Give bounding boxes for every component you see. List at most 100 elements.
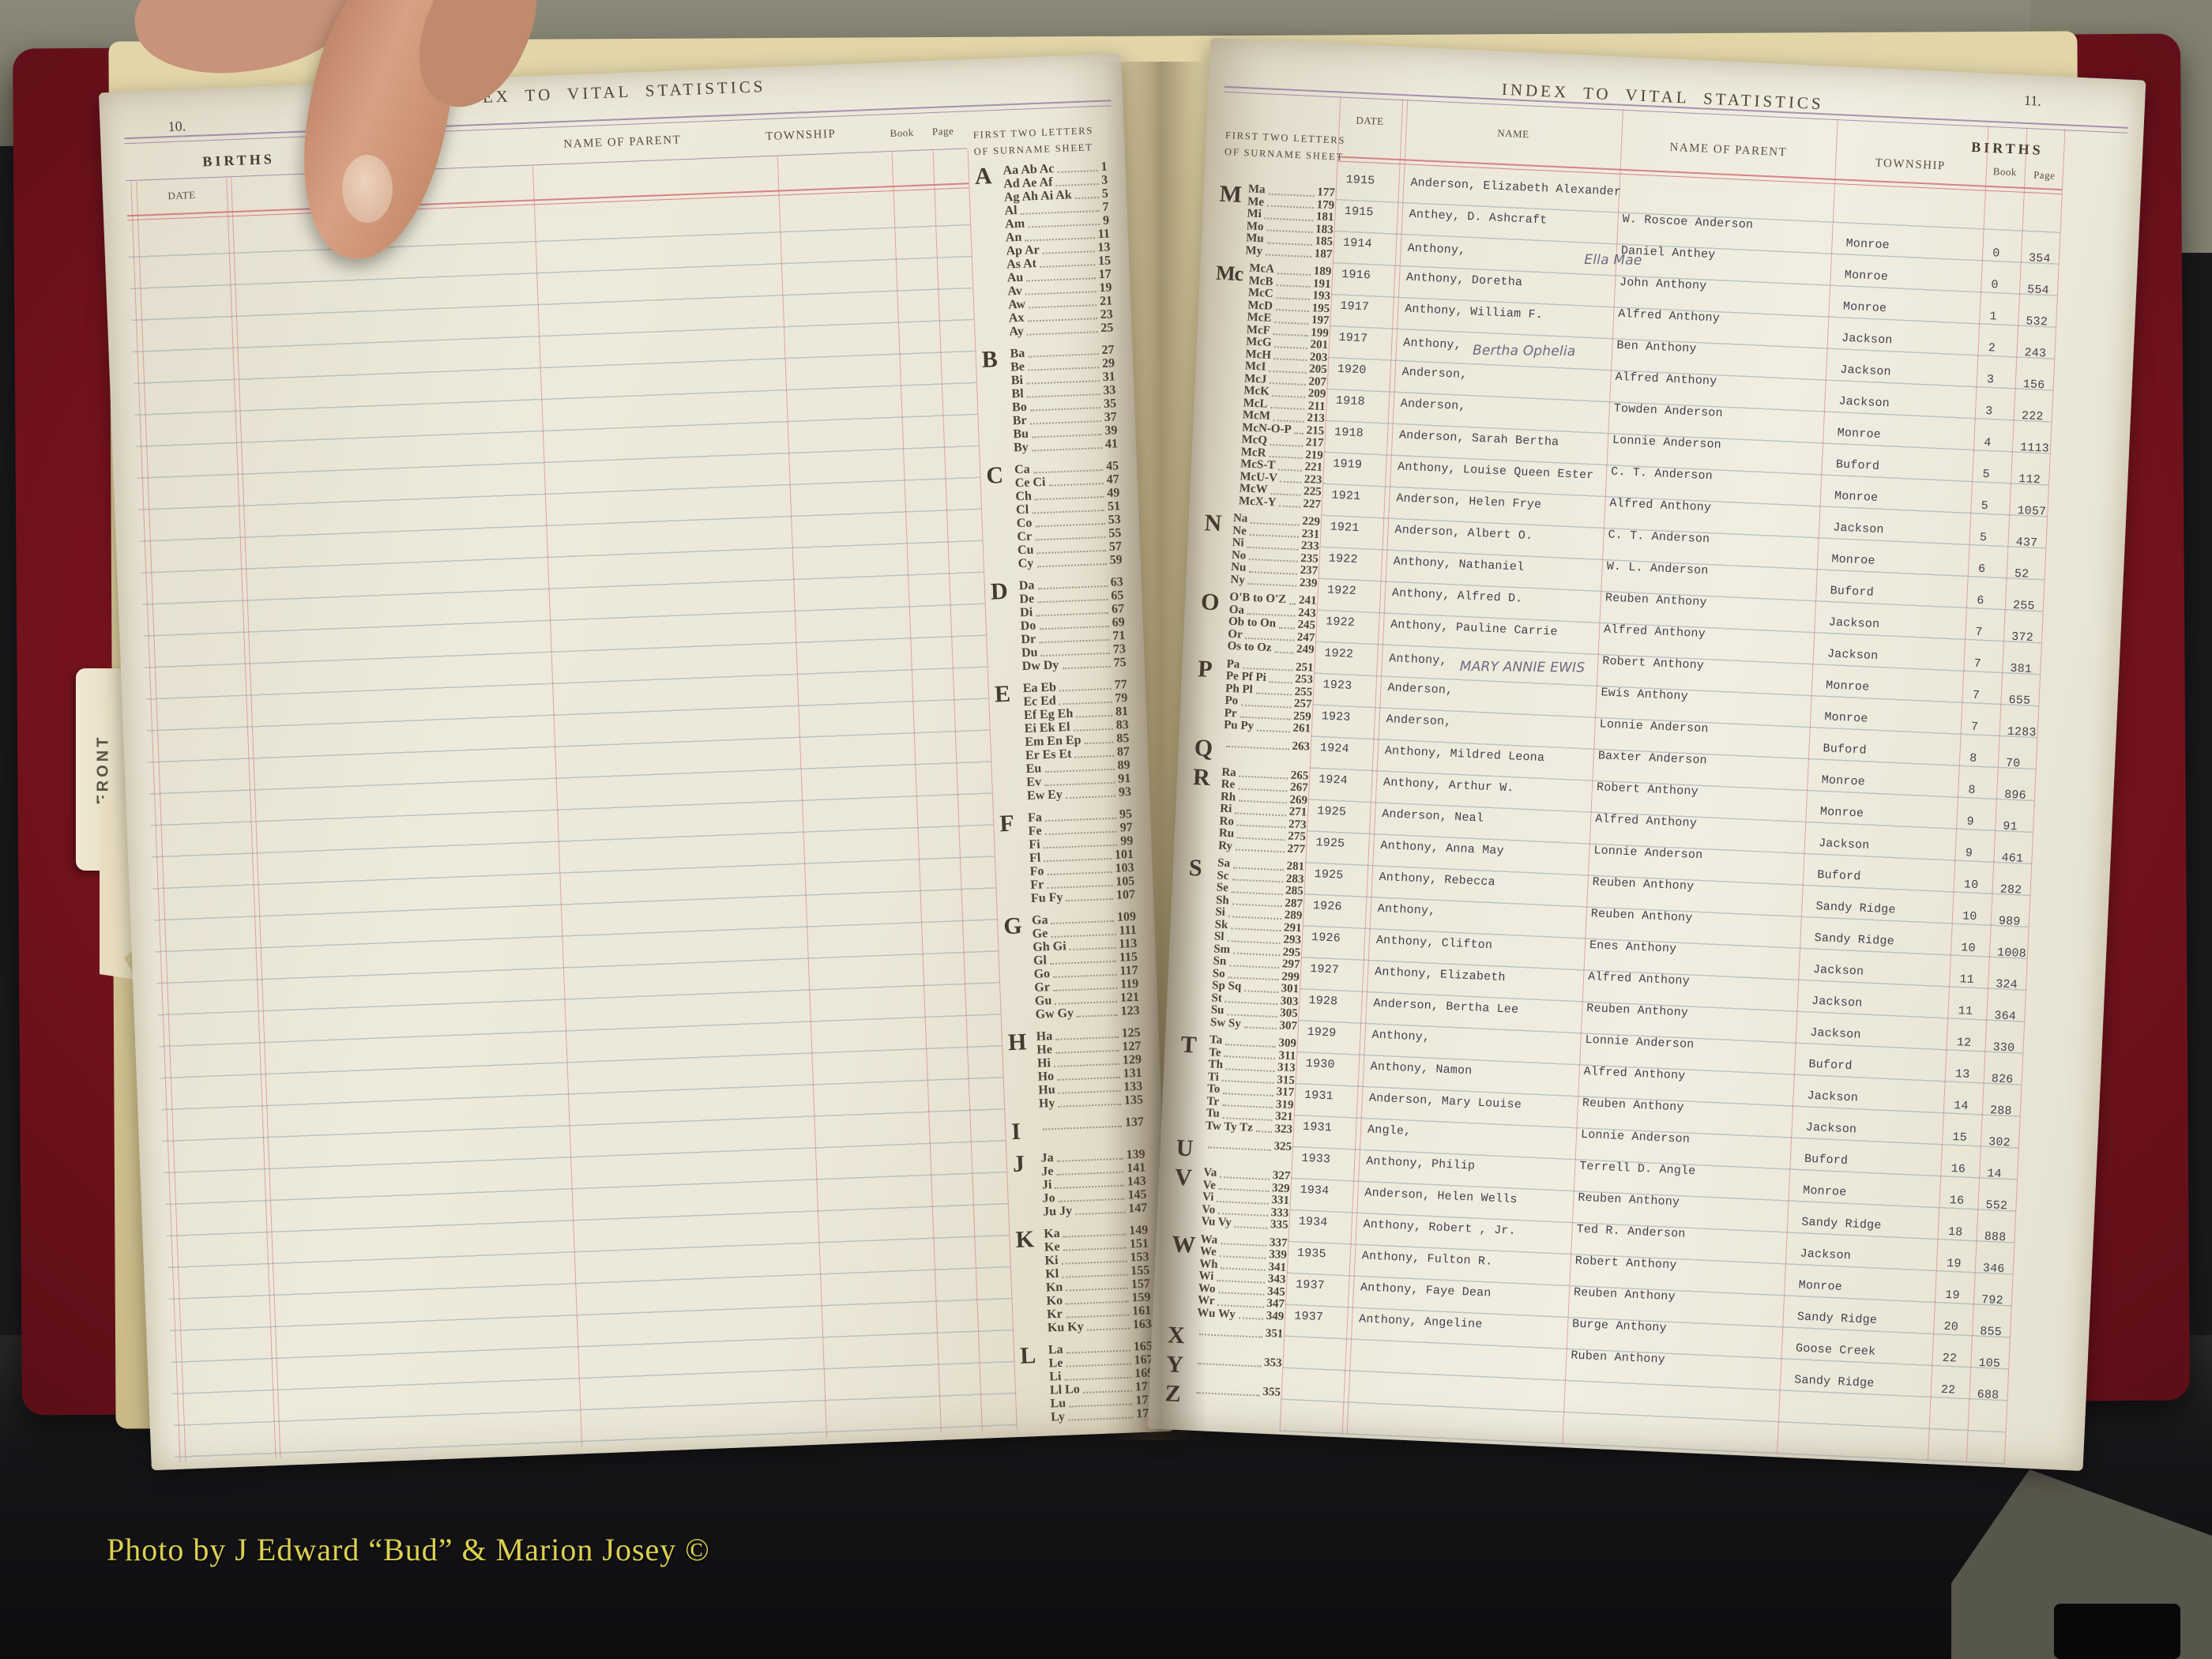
index-letter: F bbox=[999, 810, 1015, 837]
cell-date: 1929 bbox=[1307, 1025, 1337, 1040]
index-group: Mc McA 189 McB 191 McC 193 McD 195 McE 197 McF 199 Mc… bbox=[1206, 261, 1331, 511]
index-group: BBa27Be29Bi31Bl33Bo35Br37Bu39By41 bbox=[981, 343, 1118, 455]
cell-page: 688 bbox=[1977, 1387, 1999, 1403]
page-number: 10. bbox=[167, 118, 186, 135]
cell-date: 1922 bbox=[1328, 551, 1358, 567]
cell-date: 1921 bbox=[1331, 488, 1361, 504]
index-letter: K bbox=[1015, 1226, 1035, 1254]
column-header-page: Page bbox=[931, 124, 954, 138]
index-letter: Mc bbox=[1215, 261, 1243, 286]
cell-date: 1923 bbox=[1322, 678, 1352, 693]
right-page: INDEX TO VITAL STATISTICS 11. BIRTHS DAT… bbox=[1147, 38, 2146, 1471]
index-entry: My 187 bbox=[1245, 243, 1333, 261]
index-group: N Na 229 Ne 231 Ni 233 No 235 Nu 237 Ny 239 bbox=[1202, 511, 1320, 590]
cell-date: 1927 bbox=[1309, 961, 1340, 977]
index-entry: 325 bbox=[1205, 1138, 1292, 1153]
index-letter: C bbox=[985, 461, 1004, 489]
column-header-parent: NAME OF PARENT bbox=[563, 134, 682, 151]
page-title: INDEX TO VITAL STATISTICS bbox=[1501, 79, 1825, 114]
cell-date: 1928 bbox=[1308, 993, 1338, 1009]
cell-date: 1920 bbox=[1337, 362, 1367, 378]
index-entry: Ny 239 bbox=[1230, 573, 1318, 590]
cell-date: 1934 bbox=[1300, 1183, 1330, 1198]
section-label: BIRTHS bbox=[1970, 138, 2045, 158]
index-group: O O'B to O'Z 241 Oa 243 Ob to On 245 Or 247 Os to… bbox=[1198, 590, 1316, 656]
cell-book: 22 bbox=[1940, 1382, 1956, 1398]
section-label: BIRTHS bbox=[202, 151, 276, 170]
column-header-book: Book bbox=[1992, 165, 2018, 179]
cell-date: 1925 bbox=[1315, 836, 1345, 851]
index-entry: Wu Wy 349 bbox=[1197, 1306, 1285, 1323]
index-column-header: FIRST TWO LETTERS OF SURNAME SHEET bbox=[972, 125, 1094, 158]
index-letter: J bbox=[1012, 1150, 1025, 1178]
index-entry: 353 bbox=[1194, 1354, 1282, 1370]
index-column-header: FIRST TWO LETTERS OF SURNAME SHEET bbox=[1224, 129, 1346, 163]
cell-date: 1925 bbox=[1316, 804, 1347, 819]
handwritten-name: Bertha Ophelia bbox=[1472, 342, 1576, 360]
cell-date: 1917 bbox=[1339, 299, 1370, 314]
index-entry: Vu Vy 335 bbox=[1201, 1215, 1288, 1232]
index-letter: L bbox=[1019, 1342, 1036, 1369]
cell-date: 1931 bbox=[1304, 1088, 1334, 1104]
index-letter: D bbox=[990, 577, 1009, 605]
index-group: RRa265Re267Rh269Ri271Ro273Ru275Ry277 bbox=[1190, 765, 1308, 856]
column-header-date: DATE bbox=[167, 188, 196, 202]
index-letter: H bbox=[1007, 1029, 1027, 1056]
cell-date: 1915 bbox=[1344, 204, 1374, 220]
cell-date: 1931 bbox=[1302, 1119, 1333, 1135]
index-letter: A bbox=[974, 163, 993, 190]
index-group: AAa Ab Ac1Ad Ae Af3Ag Ah Ai Ak5Al7Am9An1… bbox=[974, 160, 1113, 340]
ledger-ruling bbox=[127, 194, 1017, 1462]
index-group: CCa45Ce Ci47Ch49Cl51Co53Cr55Cu57Cy59 bbox=[986, 459, 1123, 571]
column-header-date: DATE bbox=[1356, 114, 1384, 128]
page-number: 11. bbox=[2023, 92, 2042, 109]
index-entry: Ry 277 bbox=[1217, 839, 1306, 856]
fingernail bbox=[342, 155, 393, 223]
cell-date: 1914 bbox=[1342, 235, 1373, 251]
cell-date: 1933 bbox=[1300, 1151, 1331, 1167]
column-header-name: NAME bbox=[1497, 126, 1529, 141]
photographer-watermark: Photo by J Edward “Bud” & Marion Josey © bbox=[107, 1532, 710, 1567]
index-group: M Ma 177 Me 179 Mi 181 Mo 183 Mu 185 My 187 bbox=[1217, 182, 1335, 261]
index-letter: G bbox=[1003, 912, 1023, 940]
handwritten-name: MARY ANNIE EWIS bbox=[1459, 658, 1586, 676]
index-group: Q263 bbox=[1194, 736, 1310, 766]
index-entry: 263 bbox=[1223, 737, 1310, 753]
index-entry: 351 bbox=[1196, 1325, 1284, 1341]
cell-date: 1935 bbox=[1296, 1246, 1327, 1262]
cell-date: 1924 bbox=[1318, 773, 1349, 788]
column-header-parent: NAME OF PARENT bbox=[1669, 141, 1788, 160]
cell-date: 1937 bbox=[1295, 1277, 1326, 1293]
index-entry: Os to Oz 249 bbox=[1227, 639, 1315, 656]
column-header-township: TOWNSHIP bbox=[765, 127, 837, 144]
cell-date: 1917 bbox=[1338, 330, 1368, 346]
index-letter: N bbox=[1203, 511, 1223, 537]
book-spine-shadow bbox=[1104, 62, 1207, 1440]
cell-date: 1925 bbox=[1314, 867, 1344, 882]
column-header-book: Book bbox=[890, 126, 915, 140]
index-entry: Ay25 bbox=[1009, 321, 1114, 338]
handwritten-name: Ella Mae bbox=[1583, 252, 1642, 269]
cell-date: 1926 bbox=[1312, 899, 1343, 914]
cell-name: Anderson, Elizabeth Alexander bbox=[1410, 175, 1622, 199]
cell-date: 1924 bbox=[1319, 741, 1350, 756]
table-leg bbox=[2054, 1604, 2180, 1659]
cell-date: 1922 bbox=[1324, 646, 1354, 662]
cell-date: 1916 bbox=[1341, 267, 1371, 283]
left-page: 10. INDEX TO VITAL STATISTICS BIRTHS NAM… bbox=[98, 53, 1175, 1471]
index-entry: Tw Ty Tz 323 bbox=[1205, 1119, 1293, 1136]
index-letter: B bbox=[981, 346, 999, 373]
cell-date: 1922 bbox=[1325, 615, 1356, 630]
cell-date: 1922 bbox=[1326, 583, 1357, 599]
cell-date: 1918 bbox=[1335, 393, 1366, 409]
cell-date: 1934 bbox=[1298, 1214, 1328, 1230]
index-entry: McX-Y 227 bbox=[1238, 494, 1322, 511]
cell-date: 1926 bbox=[1311, 930, 1341, 946]
cell-date: 1921 bbox=[1330, 520, 1360, 536]
cell-date: 1937 bbox=[1293, 1309, 1324, 1325]
index-letter: E bbox=[994, 680, 1011, 708]
index-entry: Pu Py 261 bbox=[1223, 718, 1311, 735]
cell-date: 1918 bbox=[1334, 425, 1364, 441]
front-tab-label: FRONT bbox=[94, 734, 112, 805]
